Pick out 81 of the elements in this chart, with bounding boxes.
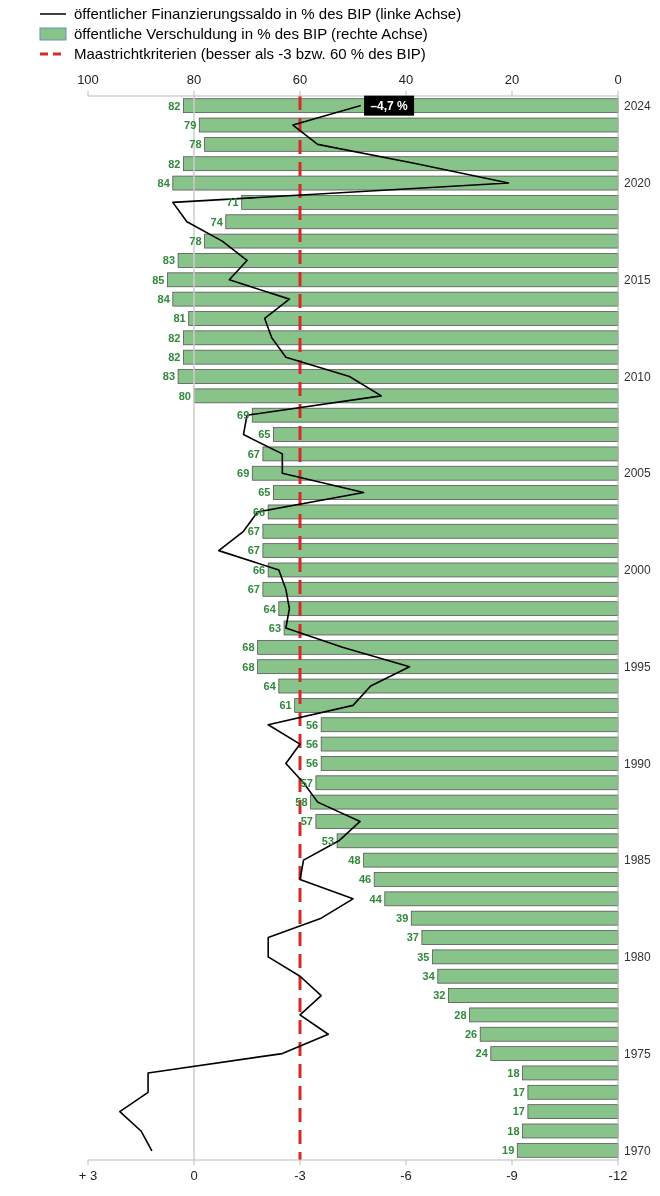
data-label: 35 [417, 950, 430, 963]
x2-tick-label: 40 [398, 72, 414, 87]
data-label: 57 [300, 815, 313, 828]
data-label: 56 [305, 737, 319, 750]
data-label: 67 [247, 447, 260, 460]
data-label: 82 [168, 351, 181, 364]
x2-tick-label: 60 [292, 72, 308, 87]
data-label: 67 [247, 525, 260, 538]
data-label: 56 [305, 718, 319, 731]
y-tick-label: 2010 [624, 369, 652, 384]
data-label: 56 [305, 757, 319, 770]
data-label: 84 [157, 292, 171, 305]
data-label: 69 [237, 409, 250, 422]
data-label: 19 [502, 1144, 515, 1157]
data-label: 84 [157, 176, 171, 189]
data-label: 17 [512, 1105, 525, 1118]
y-tick-label: 2015 [624, 272, 652, 287]
data-label: 68 [242, 660, 255, 673]
data-label: 67 [247, 544, 260, 557]
x2-tick-label: 100 [77, 72, 99, 87]
annotation: –4,7 % [370, 98, 409, 113]
data-label: 81 [173, 312, 186, 325]
data-label: 85 [152, 273, 165, 286]
legend-label: öffentlicher Finanzierungssaldo in % des BIP (linke Achse) [74, 5, 462, 23]
data-label: 58 [295, 795, 308, 808]
y-tick-label: 1995 [624, 659, 652, 674]
data-label: 69 [237, 467, 250, 480]
data-label: 61 [279, 699, 292, 712]
legend-label: Maastrichtkriterien (besser als -3 bzw. 60 % des BIP) [74, 45, 426, 63]
data-label: 83 [162, 254, 176, 267]
y-tick-label: 2000 [624, 563, 652, 578]
x-tick-label: 0 [190, 1168, 198, 1183]
data-label: 65 [258, 428, 271, 441]
legend-label: öffentliche Verschuldung in % des BIP (rechte Achse) [74, 25, 428, 43]
data-label: 66 [252, 563, 266, 576]
data-label: 78 [189, 234, 202, 247]
x2-tick-label: 0 [614, 72, 622, 87]
x-tick-label: -9 [506, 1168, 518, 1183]
data-label: 48 [348, 854, 361, 866]
data-label: 34 [422, 970, 436, 983]
y-tick-label: 1985 [624, 853, 652, 868]
data-label: 79 [184, 118, 197, 131]
data-label: 53 [321, 834, 335, 847]
data-label: 44 [369, 892, 383, 905]
data-label: 67 [247, 583, 260, 596]
data-label: 65 [258, 486, 271, 499]
x-tick-label: -3 [294, 1168, 306, 1183]
data-label: 78 [189, 138, 202, 151]
x-tick-label: -6 [400, 1168, 412, 1183]
data-label: 39 [396, 912, 409, 925]
data-label: 63 [268, 621, 282, 634]
x2-tick-label: 80 [186, 72, 202, 87]
y-tick-label: 1975 [624, 1046, 652, 1061]
data-label: 37 [406, 931, 419, 944]
data-label: 74 [210, 215, 224, 228]
y-tick-label: 2024 [624, 98, 652, 113]
data-label: 18 [507, 1066, 520, 1079]
data-label: 83 [162, 370, 176, 383]
data-label: 32 [433, 989, 446, 1002]
y-tick-label: 1970 [624, 1143, 652, 1158]
data-label: 64 [263, 679, 277, 692]
x-tick-label: + 3 [78, 1168, 98, 1183]
data-label: 26 [464, 1028, 478, 1041]
y-tick-label: 1980 [624, 950, 652, 965]
y-tick-label: 1990 [624, 756, 652, 771]
data-label: 28 [454, 1008, 467, 1021]
y-tick-label: 2005 [624, 466, 652, 481]
data-label: 18 [507, 1124, 520, 1137]
data-label: 82 [168, 331, 181, 344]
data-label: 64 [263, 602, 277, 615]
x-tick-label: -12 [608, 1168, 628, 1183]
x2-tick-label: 20 [504, 72, 520, 87]
data-label: 68 [242, 641, 255, 654]
data-label: 71 [226, 196, 239, 209]
y-tick-label: 2020 [624, 176, 652, 191]
data-label: 82 [168, 157, 181, 170]
data-label: 82 [168, 99, 181, 112]
data-label: 17 [512, 1086, 525, 1099]
data-label: 80 [178, 389, 191, 402]
data-label: 24 [475, 1047, 489, 1060]
data-label: 46 [358, 873, 372, 886]
